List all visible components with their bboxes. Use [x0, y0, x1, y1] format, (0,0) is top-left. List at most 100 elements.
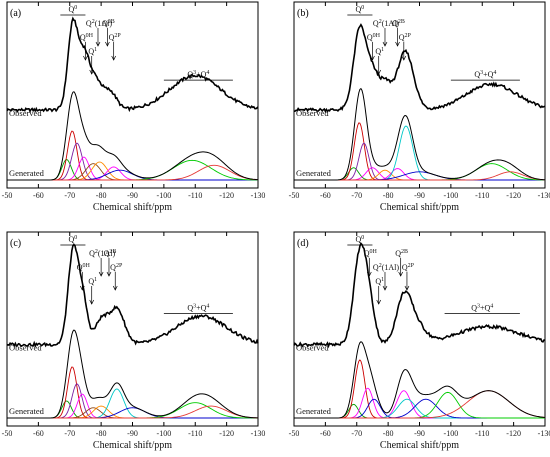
- component-curve: [7, 383, 258, 419]
- x-tick-label: -100: [444, 191, 459, 200]
- x-tick-label: -100: [157, 191, 172, 200]
- x-tick-label: -50: [289, 429, 300, 438]
- observed-spectrum: [6, 243, 259, 348]
- x-tick-label: -120: [219, 429, 234, 438]
- x-tick-label: -100: [157, 429, 172, 438]
- x-tick-label: -50: [2, 191, 13, 200]
- annotation-label: Q0H: [364, 249, 378, 258]
- x-tick-label: -70: [351, 191, 362, 200]
- generated-label: Generated: [296, 406, 332, 416]
- x-tick-label: -110: [475, 191, 489, 200]
- x-tick-label: -90: [414, 429, 425, 438]
- annotation-label: Q2P: [110, 263, 123, 272]
- annotation-label: Q0H: [77, 263, 91, 272]
- x-tick-label: -80: [96, 191, 107, 200]
- x-tick-label: -120: [506, 429, 521, 438]
- component-curve: [294, 390, 546, 419]
- annotation-label: Q0: [68, 5, 77, 14]
- annotation-label: Q0: [68, 235, 77, 244]
- component-curve: [294, 390, 545, 419]
- annotation-label: Q2B: [392, 19, 405, 28]
- component-curve: [7, 366, 258, 419]
- annotation-label: Q1: [375, 277, 384, 286]
- generated-envelope: [7, 329, 259, 419]
- plot-frame: [6, 231, 259, 427]
- panel-label: (d): [297, 238, 309, 249]
- panel-b: -50 -60 -70 -80 -90 -100 -110 -120 -130 Chemical …: [289, 1, 550, 213]
- annotation-arrowhead: [95, 41, 101, 47]
- annotation-arrowhead: [382, 41, 388, 47]
- x-tick-label: -110: [188, 191, 202, 200]
- annotation-label: Q3+Q4: [474, 70, 496, 79]
- annotation-arrowhead: [398, 271, 403, 277]
- annotation-label: Q2(1Al): [89, 249, 115, 258]
- x-tick-label: -90: [414, 191, 425, 200]
- component-curve: [294, 391, 545, 419]
- x-tick-label: -70: [351, 429, 362, 438]
- component-curve: [7, 159, 259, 181]
- x-tick-label: -80: [383, 429, 394, 438]
- x-tick-label: -60: [320, 191, 331, 200]
- component-curve: [294, 171, 545, 181]
- annotation-label: Q2(1Al): [86, 19, 112, 28]
- observed-label: Observed: [296, 343, 329, 353]
- annotation-arrowhead: [89, 299, 95, 305]
- component-curve: [7, 407, 258, 419]
- generated-label: Generated: [9, 406, 45, 416]
- panel-d: -50 -60 -70 -80 -90 -100 -110 -120 -130 Chemical …: [289, 231, 550, 451]
- annotation-label: Q0H: [367, 33, 381, 42]
- annotation-label: Q0: [355, 235, 364, 244]
- component-curve: [294, 359, 545, 419]
- x-tick-label: -70: [64, 429, 75, 438]
- component-curve: [7, 130, 258, 181]
- annotation-label: Q3+Q4: [471, 303, 493, 312]
- panel-label: (c): [10, 238, 21, 249]
- x-tick-label: -110: [475, 429, 489, 438]
- component-curve: [7, 164, 259, 181]
- x-tick-label: -60: [320, 429, 331, 438]
- annotation-arrowhead: [105, 41, 110, 47]
- component-curve: [7, 161, 258, 181]
- annotation-arrowhead: [98, 271, 104, 277]
- x-tick-label: -120: [506, 191, 521, 200]
- annotation-arrowhead: [106, 271, 112, 277]
- annotation-label: Q2B: [102, 19, 115, 28]
- annotation-label: Q0H: [80, 33, 94, 42]
- panel-c: -50 -60 -70 -80 -90 -100 -110 -120 -130 Chemical …: [2, 231, 266, 451]
- observed-label: Observed: [9, 343, 42, 353]
- annotation-arrowhead: [382, 285, 388, 291]
- x-tick-label: -60: [33, 429, 44, 438]
- annotation-label: Q2P: [402, 263, 415, 272]
- annotation-arrowhead: [376, 69, 382, 75]
- annotation-arrowhead: [89, 69, 95, 75]
- component-curve: [294, 398, 545, 419]
- x-tick-label: -130: [538, 429, 550, 438]
- x-tick-label: -90: [127, 429, 138, 438]
- x-tick-label: -130: [251, 191, 266, 200]
- x-tick-label: -120: [219, 191, 234, 200]
- observed-spectrum: [6, 16, 259, 114]
- annotation-arrowhead: [395, 41, 400, 47]
- x-tick-label: -130: [538, 191, 550, 200]
- x-axis-title: Chemical shift/ppm: [93, 202, 172, 213]
- observed-spectrum: [293, 242, 546, 349]
- x-tick-label: -80: [383, 191, 394, 200]
- component-curve: [294, 142, 545, 181]
- annotation-label: Q3+Q4: [187, 303, 209, 312]
- annotation-arrowhead: [401, 55, 407, 61]
- annotation-arrowhead: [404, 285, 410, 291]
- x-tick-label: -60: [33, 191, 44, 200]
- x-tick-label: -50: [2, 429, 13, 438]
- annotation-label: Q2(1Al): [373, 19, 399, 28]
- x-tick-label: -100: [444, 429, 459, 438]
- x-tick-label: -110: [188, 429, 202, 438]
- generated-envelope: [294, 341, 546, 419]
- annotation-arrowhead: [370, 55, 375, 61]
- annotation-arrowhead: [111, 55, 116, 61]
- annotation-label: Q2(1Al): [373, 263, 399, 272]
- annotation-arrowhead: [83, 55, 88, 61]
- x-tick-label: -130: [251, 429, 266, 438]
- x-axis-title: Chemical shift/ppm: [380, 202, 459, 213]
- annotation-label: Q1: [88, 47, 97, 56]
- component-curve: [7, 159, 258, 181]
